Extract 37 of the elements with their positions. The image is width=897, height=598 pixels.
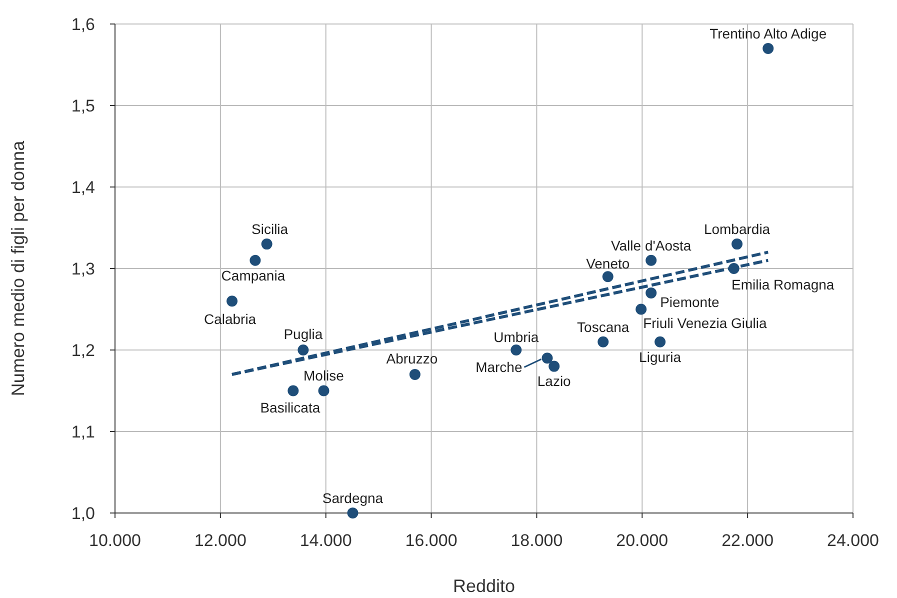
annotation: Veneto bbox=[586, 256, 630, 272]
y-tick-label: 1,0 bbox=[71, 504, 95, 523]
y-tick-label: 1,2 bbox=[71, 340, 95, 360]
x-tick-label: 10.000 bbox=[89, 531, 141, 550]
annotation: Abruzzo bbox=[386, 350, 438, 366]
x-tick-label: 24.000 bbox=[827, 531, 879, 550]
annotation: Emilia Romagna bbox=[732, 276, 834, 292]
x-tick-label: 14.000 bbox=[300, 531, 352, 550]
annotation: Liguria bbox=[639, 348, 682, 365]
y-tick-label: 1,4 bbox=[71, 178, 95, 197]
annotation: Marche bbox=[476, 359, 522, 376]
y-tick-label: 1,5 bbox=[71, 96, 95, 116]
x-tick-label: 22.000 bbox=[722, 531, 774, 550]
x-tick-label: 16.000 bbox=[405, 531, 458, 550]
annotation: Piemonte bbox=[660, 294, 720, 310]
annotation: Trentino Alto Adige bbox=[710, 25, 827, 42]
x-tick-label: 12.000 bbox=[194, 531, 246, 550]
y-tick-label: 1,3 bbox=[71, 259, 95, 278]
annotation: Lazio bbox=[537, 373, 572, 390]
x-tick-label: 20.000 bbox=[616, 531, 668, 550]
annotation: Umbria bbox=[494, 328, 539, 345]
annotation: Basilicata bbox=[260, 400, 320, 416]
y-tick-label: 1,6 bbox=[71, 14, 95, 34]
annotation: Toscana bbox=[577, 318, 630, 335]
annotation: Lombardia bbox=[704, 220, 770, 237]
annotation: Puglia bbox=[284, 326, 323, 342]
annotation: Valle d'Aosta bbox=[610, 237, 692, 254]
y-tick-label: 1,1 bbox=[71, 422, 95, 442]
annotation: Sicilia bbox=[252, 220, 288, 237]
y-axis-title: Numero medio di figli per donna bbox=[8, 140, 28, 396]
annotation: Calabria bbox=[204, 311, 256, 327]
x-axis-title: Reddito bbox=[452, 576, 516, 596]
annotation: Friuli Venezia Giulia bbox=[643, 315, 768, 332]
annotation: Sardegna bbox=[322, 490, 384, 506]
annotation: Campania bbox=[221, 267, 286, 284]
x-tick-label: 18.000 bbox=[510, 531, 563, 550]
annotation: Molise bbox=[304, 368, 344, 384]
